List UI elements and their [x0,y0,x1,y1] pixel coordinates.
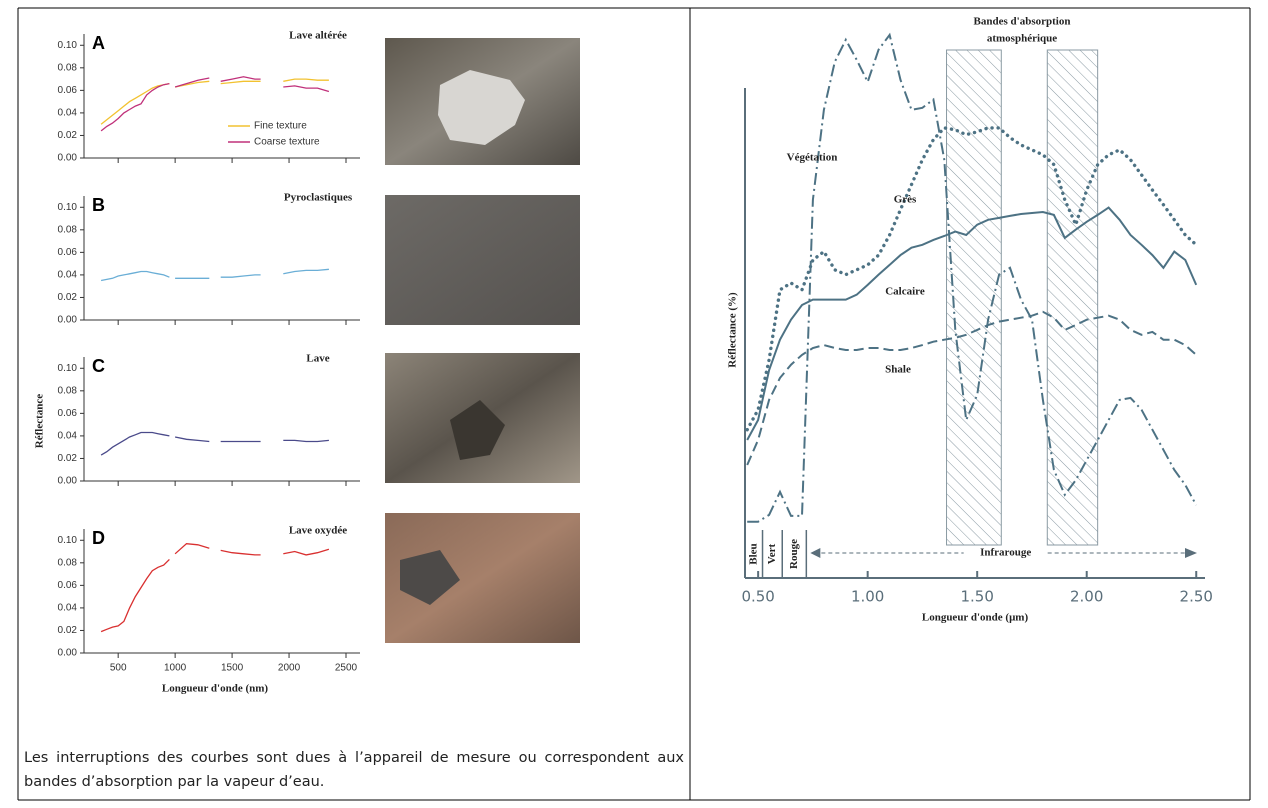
caption: Les interruptions des courbes sont dues … [24,746,684,794]
panel-title: Pyroclastiques [284,192,353,204]
y-tick-label: 0.02 [58,453,78,464]
arrow-head [810,548,820,558]
legend-label: Fine texture [254,121,307,132]
x-tick-label: 500 [110,663,127,674]
region-label: Bleu [747,543,759,564]
y-tick-label: 0.10 [58,40,78,51]
arrow-head [1185,548,1197,558]
x-axis-label: Longueur d'onde (μm) [922,612,1029,624]
y-tick-label: 0.00 [58,476,78,487]
y-tick-label: 0.00 [58,648,78,659]
y-tick-label: 0.02 [58,625,78,636]
curve-label: Grès [894,194,917,206]
x-tick-label: 2.50 [1180,588,1213,606]
x-tick-label: 2.00 [1070,588,1103,606]
region-label: Infrarouge [980,547,1031,559]
y-tick-label: 0.08 [58,557,78,568]
x-tick-label: 1500 [221,663,244,674]
y-tick-label: 0.06 [58,580,78,591]
x-tick-label: 1.50 [960,588,993,606]
x-tick-label: 2000 [278,663,301,674]
panel-title: Lave altérée [289,30,347,42]
y-tick-label: 0.06 [58,85,78,96]
x-tick-label: 1000 [164,663,187,674]
y-tick-label: 0.00 [58,315,78,326]
legend-label: Coarse texture [254,137,320,148]
y-tick-label: 0.04 [58,603,78,614]
photo [385,195,580,325]
document: 0.00 0.02 0.04 0.06 0.08 0.10 A Lave altérée Fin… [0,0,1268,808]
band-label: Bandes d'absorption [974,16,1071,28]
y-tick-label: 0.04 [58,270,78,281]
panel-label: D [92,528,105,548]
panel-label: A [92,33,105,53]
curve-label: Calcaire [885,286,925,298]
y-tick-label: 0.06 [58,247,78,258]
y-axis-label: Réflectance [34,394,46,448]
x-tick-label: 1.00 [851,588,884,606]
region-label: Vert [766,543,778,564]
y-tick-label: 0.02 [58,292,78,303]
panel-title: Lave [306,353,329,365]
y-tick-label: 0.08 [58,62,78,73]
y-tick-label: 0.08 [58,385,78,396]
y-tick-label: 0.10 [58,363,78,374]
panel-label: C [92,356,105,376]
curve-label: Shale [885,364,911,376]
panel-title: Lave oxydée [289,525,347,537]
region-label: Rouge [788,539,800,569]
line [101,433,329,456]
y-axis-label: Réflectance (%) [727,292,739,368]
y-tick-label: 0.04 [58,431,78,442]
x-tick-label: 2500 [335,663,358,674]
band-label: atmosphérique [987,33,1057,45]
y-tick-label: 0.06 [58,408,78,419]
y-tick-label: 0.10 [58,202,78,213]
x-tick-label: 0.50 [741,588,774,606]
y-tick-label: 0.04 [58,108,78,119]
panel-label: B [92,195,105,215]
absorption-band [1047,50,1097,545]
line [101,269,329,280]
page: {"chart_data": [ {"type": "line", "label… [0,0,1268,808]
line [101,544,329,632]
y-tick-label: 0.08 [58,224,78,235]
y-tick-label: 0.02 [58,130,78,141]
y-tick-label: 0.00 [58,153,78,164]
curve-label: Végétation [787,152,838,164]
y-tick-label: 0.10 [58,535,78,546]
x-axis-label: Longueur d'onde (nm) [162,683,268,695]
